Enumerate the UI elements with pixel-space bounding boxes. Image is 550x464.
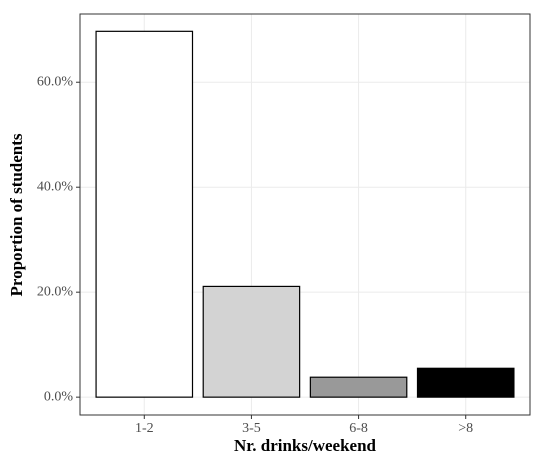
bar xyxy=(309,376,408,398)
bar xyxy=(416,367,515,398)
x-tick-label: 3-5 xyxy=(242,421,261,436)
plot-border xyxy=(79,13,531,416)
y-tick-label: 20.0% xyxy=(37,284,74,299)
y-axis-title: Proportion of students xyxy=(7,133,26,296)
x-axis-title: Nr. drinks/weekend xyxy=(234,436,377,455)
y-tick-label: 40.0% xyxy=(37,179,74,194)
x-tick-label: >8 xyxy=(458,421,473,436)
x-tick-label: 1-2 xyxy=(135,421,154,436)
bar xyxy=(202,285,301,398)
y-tick-label: 0.0% xyxy=(44,389,74,404)
y-tick-label: 60.0% xyxy=(37,74,74,89)
bar xyxy=(95,30,194,398)
x-tick-label: 6-8 xyxy=(349,421,368,436)
